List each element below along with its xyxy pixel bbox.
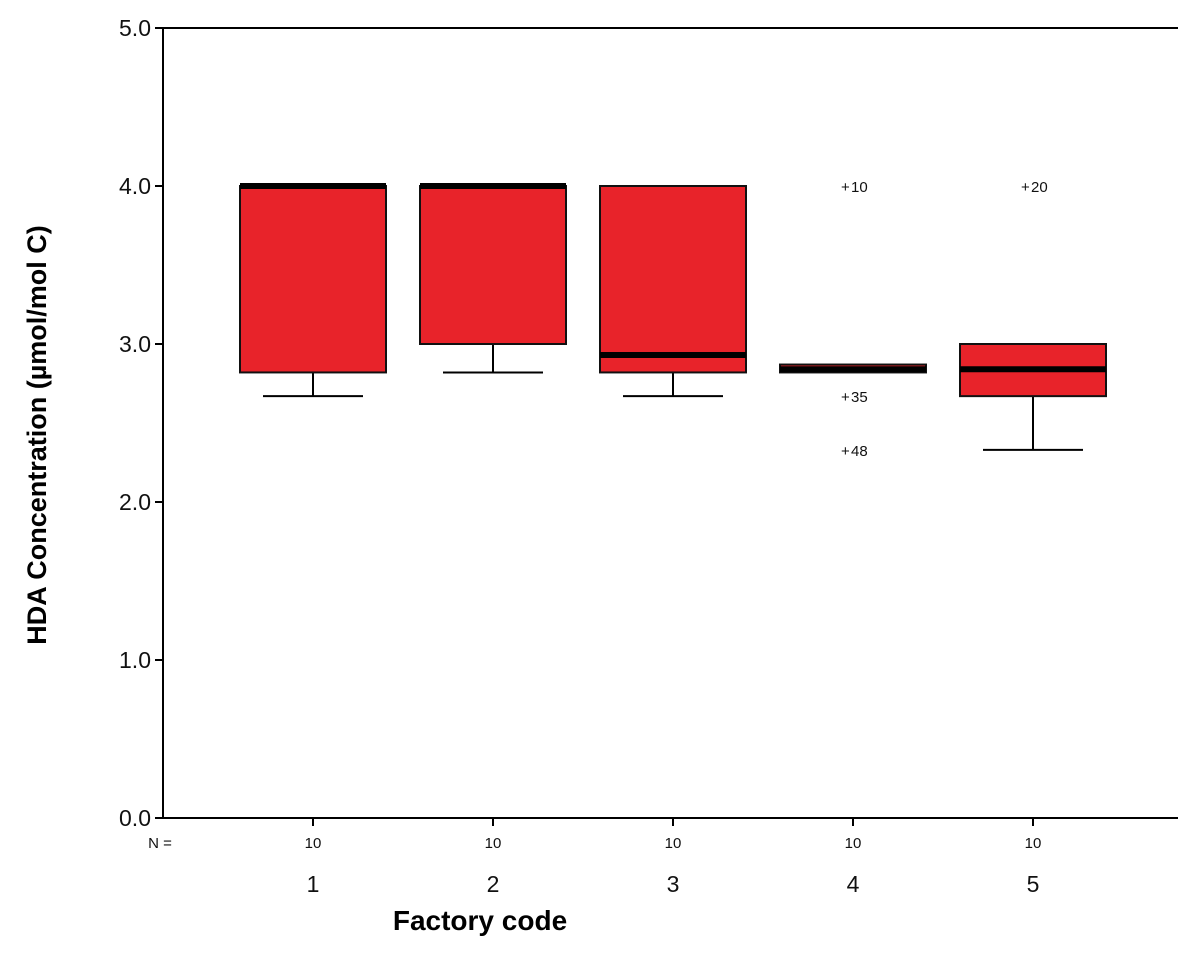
iqr-box bbox=[599, 185, 747, 374]
box-group-2: 10 2 bbox=[419, 183, 567, 897]
y-tick-label: 2.0 bbox=[119, 489, 151, 515]
n-value: 10 bbox=[665, 835, 682, 852]
n-label: N = bbox=[148, 835, 172, 852]
iqr-box bbox=[419, 185, 567, 345]
outlier-label: 20 bbox=[1031, 179, 1048, 196]
y-tick-label: 1.0 bbox=[119, 647, 151, 673]
outlier-marker: + bbox=[841, 443, 850, 460]
axes-layer: 0.0 1.0 2.0 3.0 4.0 5.0 N = bbox=[119, 15, 1178, 852]
y-tick-label: 4.0 bbox=[119, 173, 151, 199]
outlier-marker: + bbox=[1021, 179, 1030, 196]
x-axis-title: Factory code bbox=[393, 905, 567, 936]
n-value: 10 bbox=[1025, 835, 1042, 852]
x-tick-label: 3 bbox=[667, 871, 680, 897]
x-tick-label: 2 bbox=[487, 871, 500, 897]
iqr-box bbox=[239, 185, 387, 374]
y-tick-label: 5.0 bbox=[119, 15, 151, 41]
outlier-marker: + bbox=[841, 179, 850, 196]
outlier-label: 35 bbox=[851, 389, 868, 406]
outlier-marker: + bbox=[841, 389, 850, 406]
box-group-3: 10 3 bbox=[599, 185, 747, 897]
x-tick-label: 5 bbox=[1027, 871, 1040, 897]
outlier-label: 48 bbox=[851, 443, 868, 460]
x-tick-label: 4 bbox=[847, 871, 860, 897]
outlier-label: 10 bbox=[851, 179, 868, 196]
n-value: 10 bbox=[305, 835, 322, 852]
box-group-1: 10 1 bbox=[239, 183, 387, 897]
n-value: 10 bbox=[845, 835, 862, 852]
y-axis-title: HDA Concentration (µmol/mol C) bbox=[22, 225, 52, 645]
y-tick-label: 3.0 bbox=[119, 331, 151, 357]
n-value: 10 bbox=[485, 835, 502, 852]
x-tick-label: 1 bbox=[307, 871, 320, 897]
box-group-5: +20 10 5 bbox=[959, 179, 1107, 897]
y-tick-label: 0.0 bbox=[119, 805, 151, 831]
